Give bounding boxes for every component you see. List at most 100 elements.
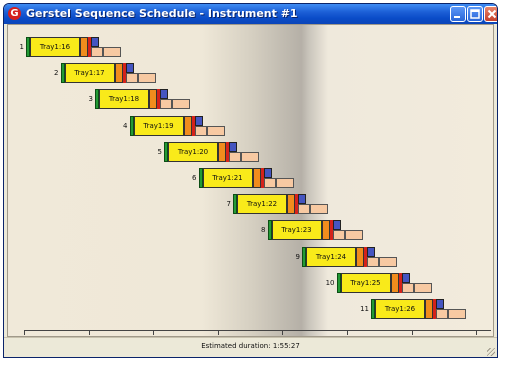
estimated-duration: Estimated duration: 1:55:27	[201, 342, 300, 350]
transfer-stage	[91, 37, 99, 47]
prep-stage	[60, 63, 65, 84]
status-bar: Estimated duration: 1:55:27	[4, 337, 497, 357]
cool-stage	[332, 230, 345, 241]
sequence-row[interactable]: 8 Tray1:23	[250, 220, 370, 241]
row-number: 1	[19, 43, 24, 51]
transfer-stage	[436, 299, 444, 309]
sequence-row[interactable]: 2 Tray1:17	[43, 63, 163, 84]
axis-tick	[282, 330, 284, 335]
inject-stage	[425, 299, 433, 319]
close-icon	[487, 9, 497, 19]
row-number: 3	[88, 95, 93, 104]
sequence-row[interactable]: 6 Tray1:21	[181, 168, 301, 188]
run-stage: Tray1:20	[168, 141, 218, 162]
sequence-row[interactable]: 7 Tray1:22	[215, 194, 335, 215]
cool-stage	[298, 204, 310, 215]
transfer-stage	[367, 246, 375, 257]
cool-stage	[436, 309, 448, 319]
inject-stage	[287, 194, 295, 215]
cool-stage	[91, 47, 103, 57]
schedule-bar[interactable]: Tray1:22	[233, 194, 333, 215]
transfer-stage	[298, 194, 306, 205]
run-stage: Tray1:24	[306, 246, 356, 267]
close-button[interactable]	[484, 6, 497, 22]
sequence-row[interactable]: 4 Tray1:19	[112, 115, 232, 136]
sequence-row[interactable]: 3 Tray1:18	[77, 89, 197, 110]
marker-stage	[88, 37, 91, 57]
schedule-bar[interactable]: Tray1:21	[198, 168, 299, 188]
row-number: 11	[360, 305, 369, 313]
minimize-icon	[454, 16, 460, 18]
prep-stage	[336, 272, 341, 293]
sequence-row[interactable]: 5 Tray1:20	[146, 141, 266, 162]
run-stage: Tray1:19	[133, 115, 184, 136]
run-stage: Tray1:21	[202, 168, 253, 188]
prep-stage	[26, 37, 30, 57]
sequence-row[interactable]: 11 Tray1:26	[353, 299, 473, 319]
marker-stage	[122, 63, 126, 84]
maximize-button[interactable]	[467, 6, 483, 22]
time-axis	[24, 330, 491, 331]
schedule-bar[interactable]: Tray1:23	[267, 220, 368, 241]
marker-stage	[157, 89, 160, 110]
row-number: 9	[295, 252, 300, 261]
cool-stage	[125, 73, 138, 84]
schedule-bar[interactable]: Tray1:25	[336, 272, 437, 293]
schedule-bar[interactable]: Tray1:20	[164, 141, 264, 162]
run-stage: Tray1:17	[64, 63, 115, 84]
transfer-stage	[332, 220, 341, 231]
schedule-canvas[interactable]: 1 Tray1:16 2 Tray1:17 3 Tray1:18 4 Tray1:19 5 Tra…	[7, 24, 494, 337]
equilibrate-stage	[172, 99, 190, 110]
cool-stage	[367, 256, 379, 267]
schedule-bar[interactable]: Tray1:18	[95, 89, 195, 110]
axis-tick	[88, 330, 90, 335]
prep-stage	[233, 194, 237, 215]
equilibrate-stage	[275, 178, 294, 188]
prep-stage	[267, 220, 272, 241]
transfer-stage	[263, 168, 272, 178]
axis-tick	[24, 330, 25, 335]
equilibrate-stage	[137, 73, 156, 84]
schedule-bar[interactable]: Tray1:19	[129, 115, 230, 136]
cool-stage	[401, 282, 414, 293]
marker-stage	[226, 141, 229, 162]
sequence-row[interactable]: 9 Tray1:24	[284, 246, 404, 267]
prep-stage	[198, 168, 203, 188]
transfer-stage	[160, 89, 168, 100]
transfer-stage	[194, 115, 203, 126]
inject-stage	[356, 246, 364, 267]
inject-stage	[80, 37, 88, 57]
sequence-row[interactable]: 1 Tray1:16	[8, 37, 128, 57]
schedule-bar[interactable]: Tray1:16	[26, 37, 126, 57]
sequence-row[interactable]: 10 Tray1:25	[319, 272, 439, 293]
title-bar[interactable]: G Gerstel Sequence Schedule - Instrument…	[4, 4, 497, 24]
run-stage: Tray1:25	[340, 272, 391, 293]
schedule-bar[interactable]: Tray1:24	[302, 246, 402, 267]
minimize-button[interactable]	[450, 6, 466, 22]
equilibrate-stage	[448, 309, 466, 319]
transfer-stage	[229, 141, 237, 152]
equilibrate-stage	[206, 125, 225, 136]
axis-tick	[153, 330, 155, 335]
schedule-bar[interactable]: Tray1:17	[60, 63, 161, 84]
run-stage: Tray1:23	[271, 220, 322, 241]
inject-stage	[114, 63, 123, 84]
transfer-stage	[401, 272, 410, 283]
maximize-icon	[470, 9, 480, 19]
inject-stage	[183, 115, 192, 136]
row-number: 5	[157, 147, 162, 156]
cool-stage	[160, 99, 172, 110]
row-number: 10	[325, 278, 335, 287]
equilibrate-stage	[344, 230, 363, 241]
resize-grip-icon[interactable]	[487, 348, 495, 356]
axis-tick	[347, 330, 348, 335]
inject-stage	[149, 89, 157, 110]
schedule-bar[interactable]: Tray1:26	[371, 299, 471, 319]
equilibrate-stage	[103, 47, 121, 57]
cool-stage	[229, 151, 241, 162]
transfer-stage	[125, 63, 134, 74]
marker-stage	[364, 246, 367, 267]
marker-stage	[260, 168, 264, 188]
cool-stage	[194, 125, 207, 136]
row-number: 2	[54, 69, 59, 78]
